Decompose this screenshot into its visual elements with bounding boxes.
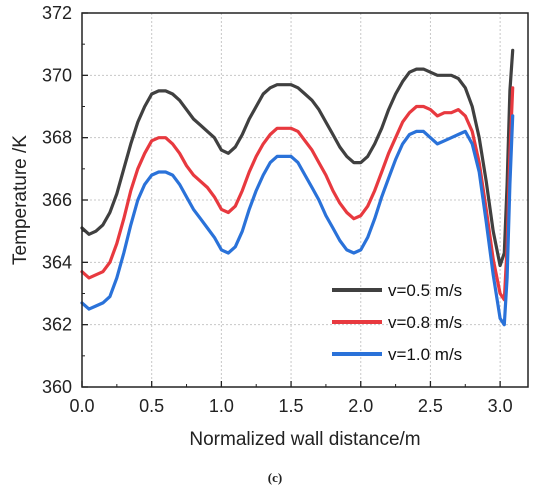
axis-ticks: 0.0 0.5 1.0 1.5 2.0 2.5 3.0 360 362 364 366 368 370 3… <box>42 3 513 416</box>
x-tick-label: 1.0 <box>209 396 234 416</box>
x-tick-label: 2.5 <box>418 396 443 416</box>
y-tick-label: 366 <box>42 190 72 210</box>
x-tick-label: 0.0 <box>69 396 94 416</box>
y-tick-label: 360 <box>42 377 72 397</box>
x-tick-label: 1.5 <box>279 396 304 416</box>
y-tick-label: 368 <box>42 128 72 148</box>
series-lines <box>80 48 515 327</box>
x-tick-label: 3.0 <box>488 396 513 416</box>
x-tick-label: 0.5 <box>139 396 164 416</box>
y-tick-label: 370 <box>42 65 72 85</box>
series-line-1 <box>80 48 515 268</box>
series-line-3 <box>80 114 515 327</box>
series-line-2 <box>80 86 515 302</box>
y-tick-label: 372 <box>42 3 72 23</box>
y-axis-label: Temperature /K <box>10 135 31 265</box>
y-tick-label: 362 <box>42 315 72 335</box>
legend-label: v=1.0 m/s <box>388 345 462 364</box>
legend: v=0.5 m/s v=0.8 m/s v=1.0 m/s <box>332 281 462 364</box>
y-tick-label: 364 <box>42 252 72 272</box>
legend-label: v=0.8 m/s <box>388 313 462 332</box>
x-tick-label: 2.0 <box>348 396 373 416</box>
legend-label: v=0.5 m/s <box>388 281 462 300</box>
plot-frame <box>81 12 529 388</box>
figure-caption: (c) <box>268 470 282 485</box>
x-axis-label: Normalized wall distance/m <box>189 429 420 450</box>
